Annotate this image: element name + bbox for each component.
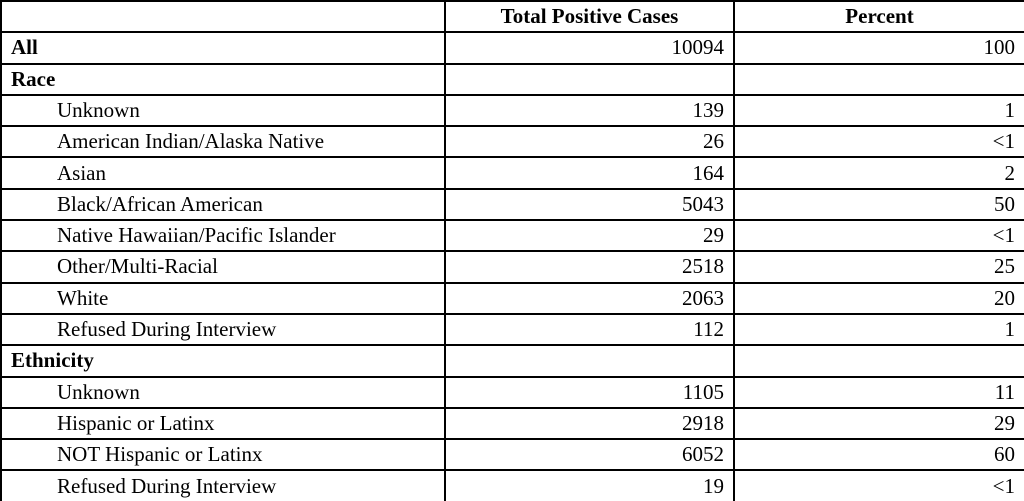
- row-label: Hispanic or Latinx: [0, 406, 446, 441]
- cases-value: 2063: [444, 281, 735, 315]
- cases-value: [444, 344, 735, 378]
- row-label: Black/African American: [0, 187, 446, 222]
- row-label: Other/Multi-Racial: [0, 250, 446, 284]
- cases-value: 164: [444, 156, 735, 190]
- cases-value: 2518: [444, 250, 735, 284]
- row-label: Race: [0, 62, 446, 96]
- table-row: Unknown 1105 11: [0, 375, 1024, 409]
- table-row: Ethnicity: [0, 344, 1024, 378]
- row-label: American Indian/Alaska Native: [0, 125, 446, 159]
- table-row: All 10094 100: [0, 31, 1024, 65]
- percent-value: 1: [733, 93, 1024, 128]
- percent-value: 20: [733, 281, 1024, 315]
- percent-value: 11: [733, 375, 1024, 409]
- header-row: Total Positive Cases Percent: [0, 0, 1024, 34]
- percent-value: 25: [733, 250, 1024, 284]
- cases-value: 29: [444, 219, 735, 253]
- header-total-positive-cases: Total Positive Cases: [444, 0, 735, 34]
- cases-value: 1105: [444, 375, 735, 409]
- percent-value: <1: [733, 219, 1024, 253]
- header-empty-cell: [0, 0, 446, 34]
- percent-value: 50: [733, 187, 1024, 222]
- percent-value: 1: [733, 312, 1024, 347]
- table-row: Hispanic or Latinx 2918 29: [0, 406, 1024, 441]
- percent-value: 60: [733, 438, 1024, 472]
- cases-value: 139: [444, 93, 735, 128]
- row-label: Refused During Interview: [0, 469, 446, 501]
- row-label: Asian: [0, 156, 446, 190]
- table-row: Other/Multi-Racial 2518 25: [0, 250, 1024, 284]
- row-label: Native Hawaiian/Pacific Islander: [0, 219, 446, 253]
- table-row: American Indian/Alaska Native 26 <1: [0, 125, 1024, 159]
- table-row: Native Hawaiian/Pacific Islander 29 <1: [0, 219, 1024, 253]
- cases-value: 112: [444, 312, 735, 347]
- row-label: NOT Hispanic or Latinx: [0, 438, 446, 472]
- table-row: Asian 164 2: [0, 156, 1024, 190]
- row-label: Refused During Interview: [0, 312, 446, 347]
- percent-value: 29: [733, 406, 1024, 441]
- cases-value: 10094: [444, 31, 735, 65]
- row-label: White: [0, 281, 446, 315]
- table-row: Black/African American 5043 50: [0, 187, 1024, 222]
- header-percent: Percent: [733, 0, 1024, 34]
- cases-value: [444, 62, 735, 96]
- table-row: Race: [0, 62, 1024, 96]
- table-row: Unknown 139 1: [0, 93, 1024, 128]
- table-header: Total Positive Cases Percent: [0, 0, 1024, 34]
- table-row: Refused During Interview 19 <1: [0, 469, 1024, 501]
- row-label: Unknown: [0, 375, 446, 409]
- table-row: White 2063 20: [0, 281, 1024, 315]
- row-label: Ethnicity: [0, 344, 446, 378]
- cases-value: 19: [444, 469, 735, 501]
- table-body: All 10094 100 Race Unknown 139 1 American India…: [0, 31, 1024, 501]
- cases-value: 6052: [444, 438, 735, 472]
- cases-value: 2918: [444, 406, 735, 441]
- row-label: Unknown: [0, 93, 446, 128]
- percent-value: 2: [733, 156, 1024, 190]
- percent-value: [733, 344, 1024, 378]
- percent-value: <1: [733, 469, 1024, 501]
- percent-value: 100: [733, 31, 1024, 65]
- cases-value: 26: [444, 125, 735, 159]
- percent-value: <1: [733, 125, 1024, 159]
- table-row: NOT Hispanic or Latinx 6052 60: [0, 438, 1024, 472]
- cases-value: 5043: [444, 187, 735, 222]
- percent-value: [733, 62, 1024, 96]
- row-label: All: [0, 31, 446, 65]
- table-row: Refused During Interview 112 1: [0, 312, 1024, 347]
